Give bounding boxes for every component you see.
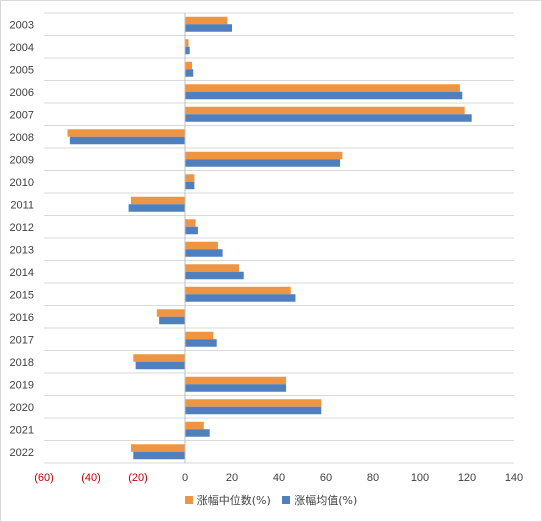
- bar-mean-2016: [159, 316, 185, 325]
- y-tick-label: 2011: [10, 199, 34, 211]
- y-tick-label: 2014: [10, 267, 34, 279]
- y-tick-label: 2008: [10, 132, 34, 144]
- bar-median-2012: [185, 219, 196, 227]
- bar-median-2011: [130, 196, 185, 205]
- bar-mean-2008: [69, 136, 185, 145]
- y-tick-label: 2020: [10, 402, 34, 414]
- bar-mean-2006: [185, 91, 463, 100]
- bar-mean-2005: [185, 69, 194, 77]
- bar-median-2009: [185, 151, 343, 160]
- x-tick-label: 120: [458, 472, 476, 484]
- x-tick-label: 100: [411, 472, 429, 484]
- bar-median-2017: [185, 331, 214, 340]
- legend-swatch-mean: [282, 496, 291, 504]
- y-tick-label: 2007: [10, 109, 34, 121]
- x-tick-label: 60: [320, 472, 332, 484]
- bar-mean-2015: [185, 294, 296, 302]
- bar-mean-2017: [185, 339, 217, 347]
- y-tick-label: 2006: [10, 87, 34, 99]
- y-tick-label: 2022: [10, 447, 34, 459]
- y-tick-label: 2018: [10, 357, 34, 369]
- legend-item-mean: 涨幅均值(%): [282, 492, 357, 508]
- x-tick-label: 20: [226, 472, 238, 484]
- bar-mean-2018: [135, 361, 185, 370]
- bar-mean-2011: [128, 204, 185, 212]
- x-tick-label: (40): [81, 472, 101, 484]
- x-tick-label: (20): [128, 472, 148, 484]
- x-tick-label: 80: [367, 472, 379, 484]
- y-tick-label: 2017: [10, 334, 34, 346]
- legend-swatch-median: [184, 496, 193, 504]
- bar-median-2020: [185, 399, 322, 407]
- bar-median-2006: [185, 84, 460, 92]
- y-tick-label: 2005: [10, 64, 34, 76]
- bar-mean-2004: [185, 46, 190, 55]
- legend-item-median: 涨幅中位数(%): [184, 492, 271, 508]
- legend-label-median: 涨幅中位数(%): [196, 494, 271, 507]
- x-tick-label: 140: [505, 472, 523, 484]
- legend: 涨幅中位数(%) 涨幅均值(%): [0, 492, 542, 508]
- bar-mean-2009: [185, 159, 341, 167]
- y-tick-label: 2010: [10, 177, 34, 189]
- bar-mean-2022: [133, 451, 185, 460]
- bar-median-2004: [185, 39, 189, 47]
- bar-median-2016: [156, 309, 185, 317]
- bar-mean-2012: [185, 226, 198, 235]
- x-tick-label: 0: [182, 472, 188, 484]
- bar-median-2014: [185, 264, 240, 272]
- y-tick-label: 2012: [10, 222, 34, 234]
- bar-mean-2013: [185, 249, 223, 257]
- x-tick-label: (60): [34, 472, 54, 484]
- bar-median-2022: [130, 444, 185, 452]
- y-tick-label: 2019: [10, 379, 34, 391]
- bar-median-2010: [185, 174, 195, 182]
- y-tick-label: 2004: [10, 42, 34, 54]
- y-tick-label: 2009: [10, 154, 34, 166]
- y-tick-label: 2016: [10, 312, 34, 324]
- bar-median-2003: [185, 16, 228, 25]
- bar-median-2018: [133, 354, 185, 362]
- bar-mean-2020: [185, 406, 322, 415]
- y-tick-label: 2021: [10, 424, 34, 436]
- bar-mean-2019: [185, 384, 287, 392]
- bar-mean-2021: [185, 429, 210, 437]
- bar-mean-2007: [185, 114, 472, 122]
- bar-mean-2014: [185, 271, 244, 280]
- y-tick-label: 2015: [10, 289, 34, 301]
- bar-median-2008: [67, 129, 185, 137]
- bar-median-2013: [185, 241, 218, 250]
- bar-median-2019: [185, 376, 287, 385]
- bar-median-2021: [185, 421, 204, 430]
- y-tick-label: 2013: [10, 244, 34, 256]
- x-tick-label: 40: [273, 472, 285, 484]
- bar-mean-2003: [185, 24, 232, 32]
- bar-mean-2010: [185, 181, 195, 190]
- bar-median-2005: [185, 61, 193, 70]
- y-tick-label: 2003: [10, 19, 34, 31]
- bar-median-2007: [185, 106, 465, 115]
- bar-median-2015: [185, 286, 291, 295]
- legend-label-mean: 涨幅均值(%): [294, 494, 358, 507]
